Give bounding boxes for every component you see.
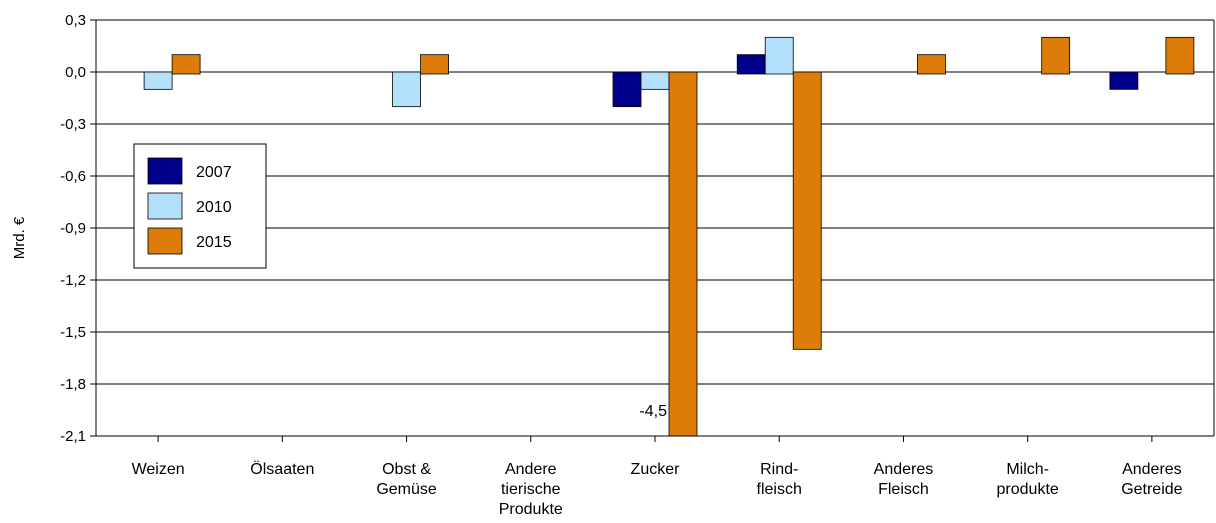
bar-2010-4 (640, 71, 670, 90)
legend: 2007 2010 2015 (133, 143, 267, 269)
x-tick-label: Rind-fleisch (757, 461, 802, 498)
legend-label-2015: 2015 (196, 234, 232, 251)
bar-2015-2 (420, 54, 449, 75)
bar-2007-5 (736, 54, 766, 75)
bar-2015-6 (917, 54, 946, 75)
y-tick-label: -0,3 (60, 116, 86, 133)
y-tick-label: -1,5 (60, 324, 86, 341)
bar-2015-0 (171, 54, 201, 75)
tick-labels: 0,3 0,0 -0,3 -0,6 -0,9 -1,2 -1,5 -1,8 -2,1 Weizen… (60, 12, 1183, 518)
bar-2007-4 (612, 71, 642, 108)
x-tick-label: Weizen (132, 461, 185, 478)
bar-2010-2 (392, 71, 421, 108)
y-tick-label: -1,8 (60, 376, 86, 393)
bar-2015-7 (1041, 36, 1071, 75)
y-tick-label: -2,1 (60, 428, 86, 445)
bar-2010-0 (143, 71, 173, 90)
bar-2015-4 (668, 71, 698, 437)
x-tick-label: Anderes Fleisch (874, 461, 934, 498)
legend-swatch-2007 (147, 157, 183, 185)
x-tick-label: Obst & Gemüse (376, 461, 437, 498)
y-axis-label: Mrd. € (11, 216, 28, 259)
x-tick-label: Anderes Getreide (1121, 461, 1182, 498)
bars (143, 36, 1195, 437)
x-tick-label: Zucker (631, 461, 681, 478)
y-tick-label: -0,6 (60, 168, 86, 185)
x-tick-label: Milch-produkte (997, 461, 1059, 498)
x-tick-label: Ölsaaten (250, 460, 314, 478)
y-tick-label: -1,2 (60, 272, 86, 289)
bar-2010-5 (764, 36, 794, 75)
legend-swatch-2010 (147, 192, 183, 220)
bar-2015-5 (792, 71, 822, 350)
bar-2015-8 (1165, 36, 1195, 75)
data-label-zucker-2015: -4,5 (639, 403, 667, 420)
axes (90, 19, 1215, 442)
y-tick-label: 0,3 (65, 12, 86, 29)
legend-label-2007: 2007 (196, 164, 232, 181)
bar-2007-8 (1109, 71, 1139, 90)
x-tick-label: Andere tierische Produkte (499, 461, 563, 518)
legend-swatch-2015 (147, 227, 183, 255)
y-tick-label: -0,9 (60, 220, 86, 237)
gridlines (96, 71, 1214, 385)
legend-label-2010: 2010 (196, 199, 232, 216)
y-tick-label: 0,0 (65, 64, 86, 81)
